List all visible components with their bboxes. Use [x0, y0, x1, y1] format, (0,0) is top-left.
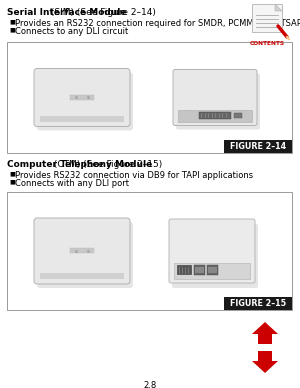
Bar	[234, 113, 242, 118]
Bar	[7, 192, 292, 310]
Text: ■: ■	[9, 19, 15, 24]
Text: Connects with any DLI port: Connects with any DLI port	[15, 179, 129, 188]
FancyBboxPatch shape	[173, 69, 257, 125]
FancyBboxPatch shape	[169, 219, 255, 283]
Text: Computer Telephony Module: Computer Telephony Module	[7, 160, 152, 169]
Text: FIGURE 2–14: FIGURE 2–14	[230, 142, 286, 151]
Text: 2.8: 2.8	[143, 381, 157, 388]
Text: Provides RS232 connection via DB9 for TAPI applications: Provides RS232 connection via DB9 for TA…	[15, 171, 253, 180]
FancyBboxPatch shape	[34, 69, 130, 126]
Text: ■: ■	[9, 27, 15, 32]
Bar	[7, 42, 292, 153]
Bar	[40, 116, 124, 121]
Text: CONTENTS: CONTENTS	[250, 41, 284, 46]
Bar	[252, 4, 282, 32]
FancyBboxPatch shape	[37, 73, 133, 130]
Bar	[194, 265, 205, 275]
Bar	[40, 273, 124, 279]
Bar	[177, 265, 191, 274]
Polygon shape	[252, 351, 278, 373]
Bar	[195, 267, 204, 273]
Text: Provides an RS232 connection required for SMDR, PCMMC and TSAPI: Provides an RS232 connection required fo…	[15, 19, 300, 28]
Polygon shape	[252, 322, 278, 344]
Text: (CTM) (See Figure 2–15): (CTM) (See Figure 2–15)	[51, 160, 163, 169]
Bar	[207, 265, 218, 275]
FancyBboxPatch shape	[172, 224, 258, 288]
FancyBboxPatch shape	[176, 73, 260, 130]
Text: (SIM) (See Figure 2–14): (SIM) (See Figure 2–14)	[48, 8, 156, 17]
Bar	[224, 140, 292, 153]
Text: Connects to any DLI circuit: Connects to any DLI circuit	[15, 27, 128, 36]
Text: FIGURE 2–15: FIGURE 2–15	[230, 299, 286, 308]
Bar	[224, 297, 292, 310]
Bar	[178, 109, 252, 121]
Text: ■: ■	[9, 171, 15, 176]
Bar	[208, 267, 217, 273]
FancyBboxPatch shape	[37, 222, 133, 288]
Bar	[70, 248, 94, 253]
Bar	[70, 95, 94, 99]
Text: Serial Interface Module: Serial Interface Module	[7, 8, 127, 17]
Text: ■: ■	[9, 179, 15, 184]
Bar	[174, 263, 250, 279]
Text: Serial Interface Module (SIM) (See Figure 2–14): Serial Interface Module (SIM) (See Figur…	[7, 8, 220, 17]
FancyBboxPatch shape	[34, 218, 130, 284]
Bar	[199, 111, 231, 118]
Polygon shape	[275, 4, 282, 11]
